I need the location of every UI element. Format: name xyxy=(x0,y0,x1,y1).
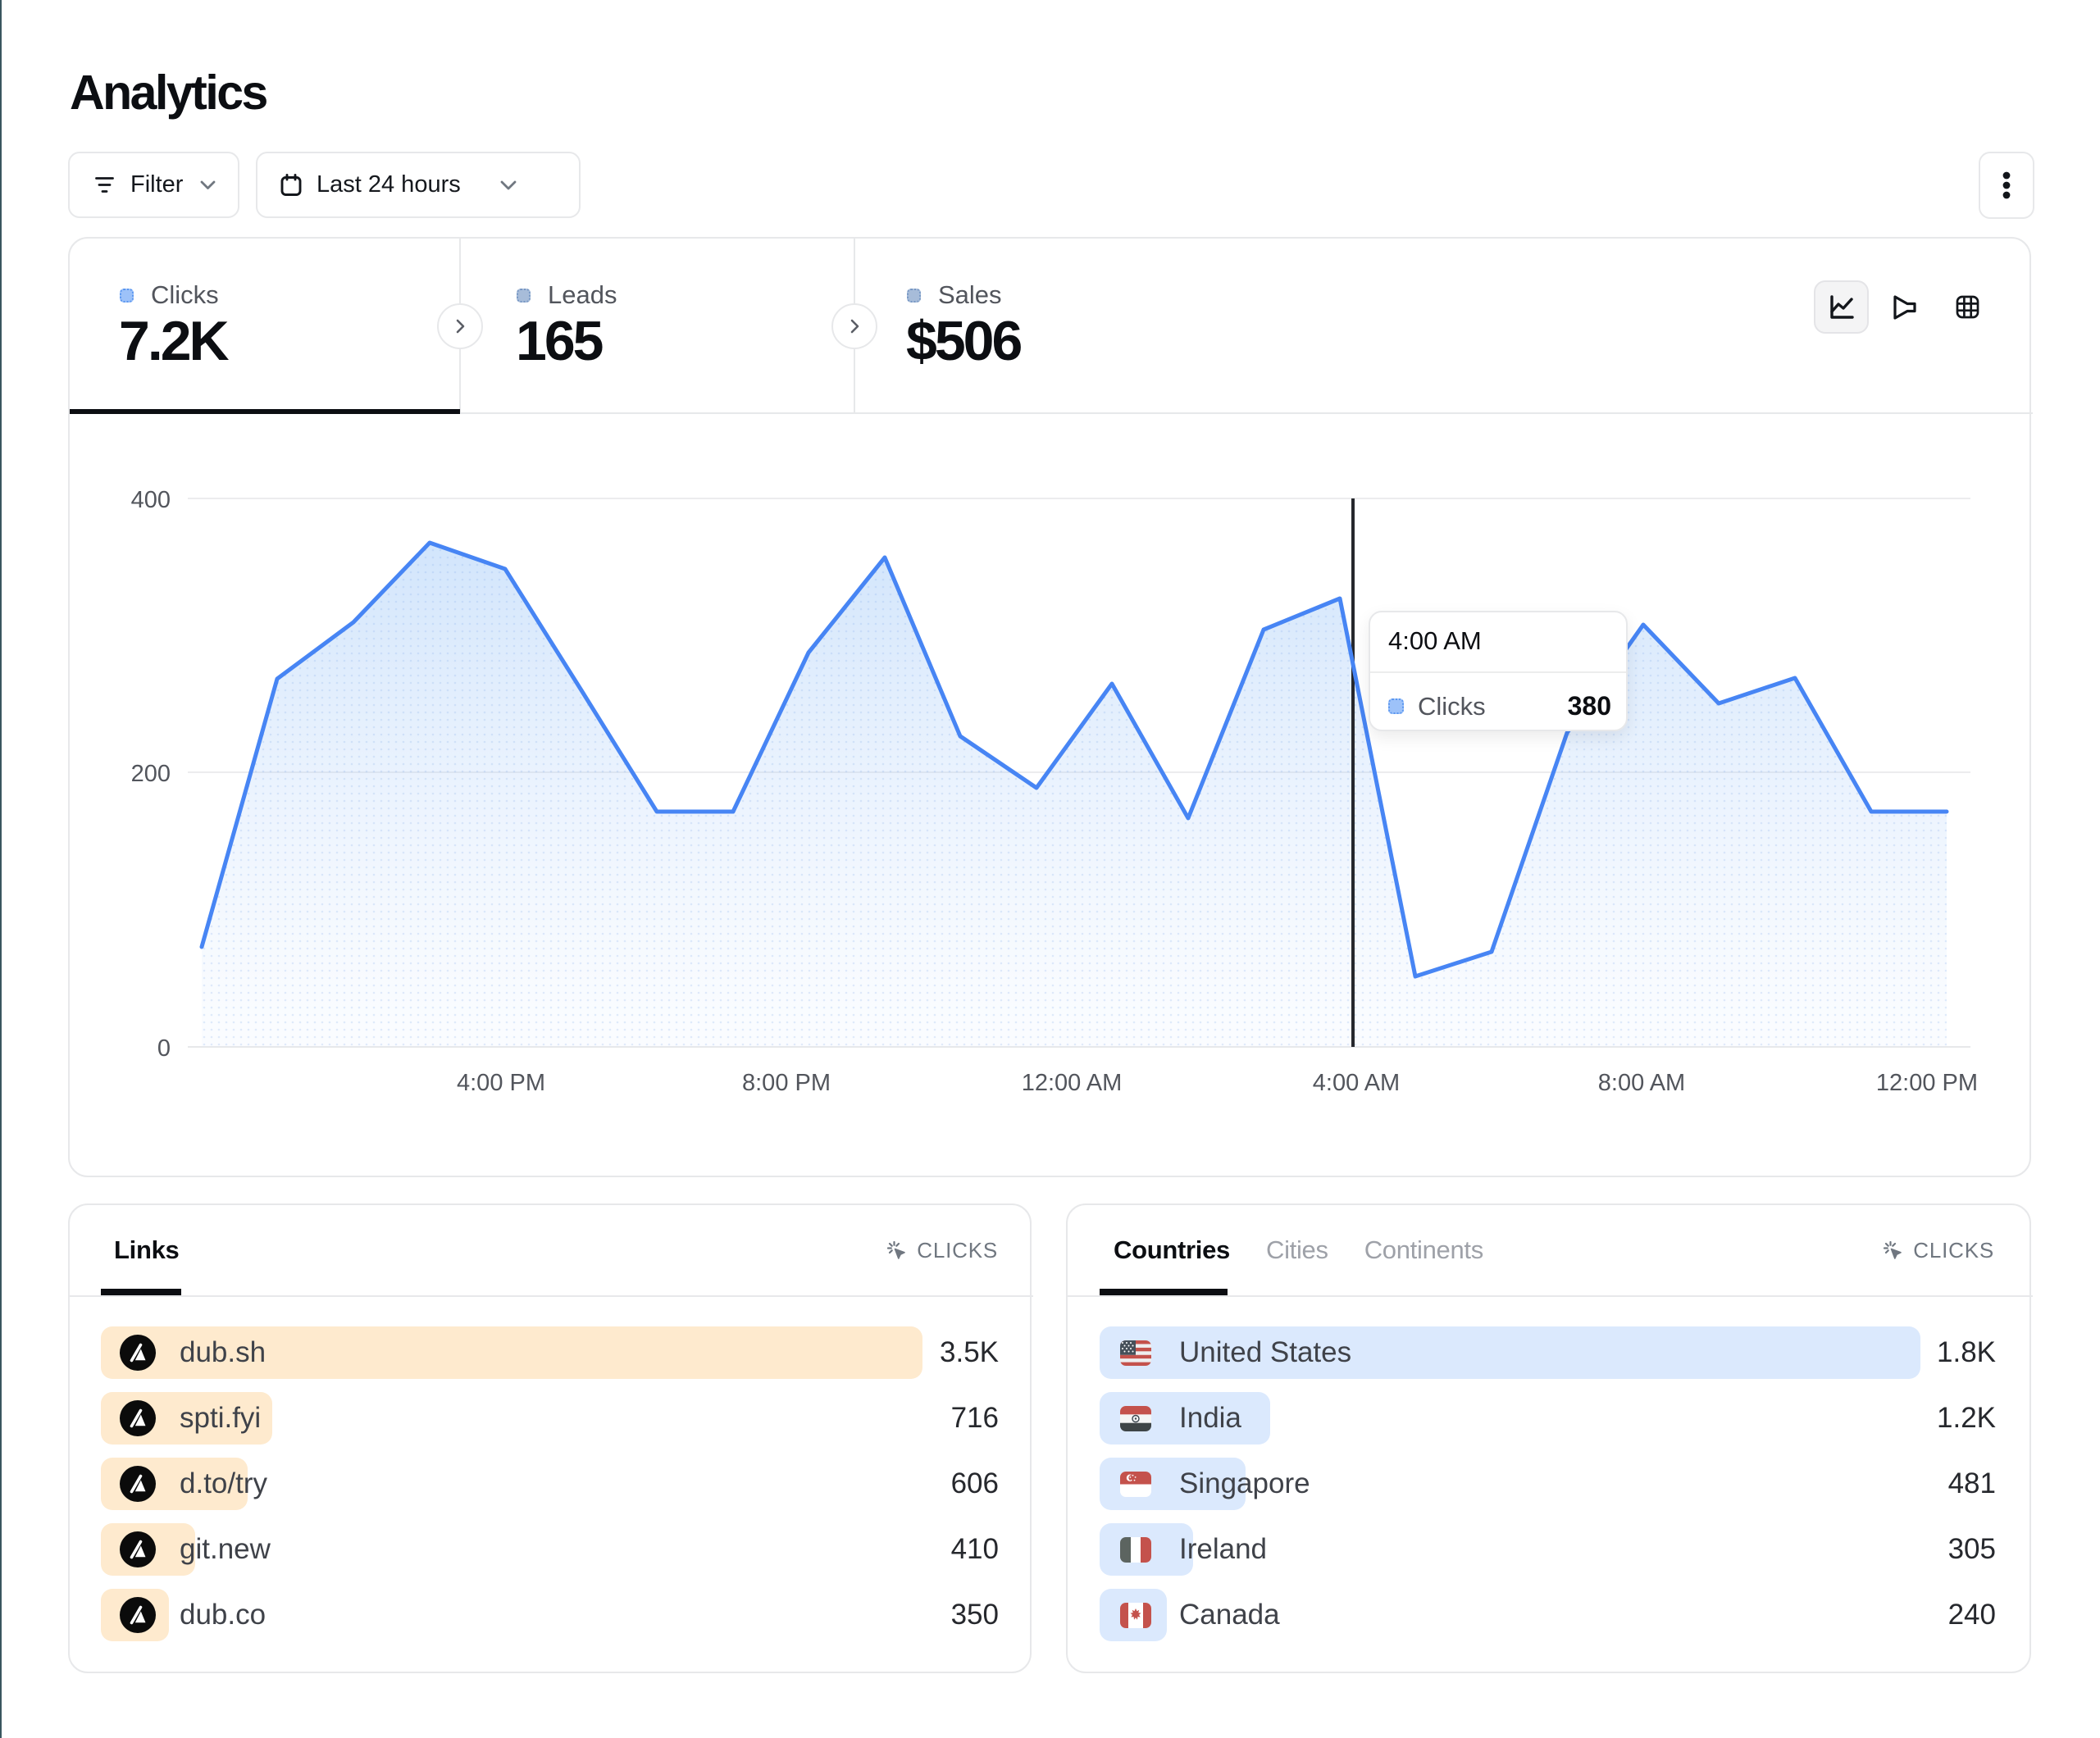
svg-text:4:00 AM: 4:00 AM xyxy=(1313,1070,1400,1096)
svg-text:4:00 PM: 4:00 PM xyxy=(457,1070,545,1096)
svg-text:8:00 PM: 8:00 PM xyxy=(742,1070,831,1096)
svg-text:400: 400 xyxy=(131,487,171,513)
svg-text:0: 0 xyxy=(157,1035,171,1062)
svg-text:12:00 AM: 12:00 AM xyxy=(1022,1070,1123,1096)
svg-text:12:00 PM: 12:00 PM xyxy=(1876,1070,1978,1096)
svg-text:200: 200 xyxy=(131,761,171,787)
svg-text:8:00 AM: 8:00 AM xyxy=(1598,1070,1685,1096)
